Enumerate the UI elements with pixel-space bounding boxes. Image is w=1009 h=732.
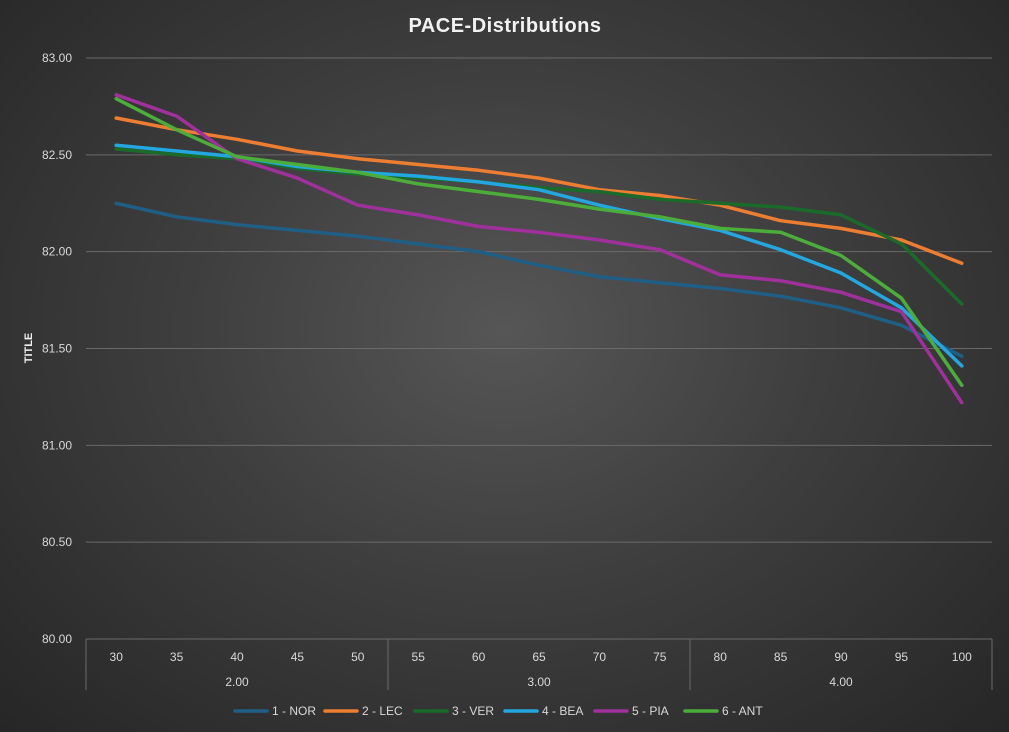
series-line-3-ver xyxy=(114,147,964,306)
x-tick-label: 55 xyxy=(412,650,426,664)
x-tick-label: 90 xyxy=(834,650,848,664)
x-tick-label: 85 xyxy=(774,650,788,664)
x-tick-label: 40 xyxy=(230,650,244,664)
series-line-2-lec xyxy=(114,116,964,266)
x-tick-label: 70 xyxy=(593,650,607,664)
x-tick-label: 50 xyxy=(351,650,365,664)
legend-label: 5 - PIA xyxy=(632,704,669,718)
y-tick-label: 80.00 xyxy=(42,632,72,646)
y-tick-label: 83.00 xyxy=(42,51,72,65)
gridlines xyxy=(86,57,992,640)
legend-label: 1 - NOR xyxy=(272,704,316,718)
x-tick-label: 95 xyxy=(895,650,909,664)
series-lines xyxy=(114,93,964,405)
series-line-6-ant xyxy=(114,96,964,388)
x-group-label: 2.00 xyxy=(225,675,249,689)
x-tick-label: 45 xyxy=(291,650,305,664)
y-tick-label: 81.00 xyxy=(42,438,72,452)
chart-title: PACE-Distributions xyxy=(408,15,601,37)
legend: 1 - NOR 2 - LEC 3 - VER 4 - BEA 5 - PIA 6 - A… xyxy=(233,704,763,718)
x-tick-label: 80 xyxy=(714,650,728,664)
x-tick-label: 35 xyxy=(170,650,184,664)
x-tick-label: 65 xyxy=(532,650,546,664)
legend-label: 3 - VER xyxy=(452,704,494,718)
y-tick-label: 81.50 xyxy=(42,342,72,356)
x-tick-label: 75 xyxy=(653,650,667,664)
y-axis-label: TITLE xyxy=(23,333,35,364)
legend-label: 4 - BEA xyxy=(542,704,583,718)
x-group-label: 3.00 xyxy=(527,675,551,689)
series-line-1-nor xyxy=(114,201,964,358)
legend-label: 6 - ANT xyxy=(722,704,763,718)
series-line-5-pia xyxy=(114,93,964,405)
x-group-label: 4.00 xyxy=(829,675,853,689)
y-tick-label: 82.50 xyxy=(42,148,72,162)
legend-label: 2 - LEC xyxy=(362,704,403,718)
x-tick-label: 30 xyxy=(110,650,124,664)
y-tick-label: 80.50 xyxy=(42,535,72,549)
axes: 80.00 80.50 81.00 81.50 82.00 82.50 83.00 2.00 3… xyxy=(42,51,993,690)
x-tick-label: 60 xyxy=(472,650,486,664)
x-tick-label: 100 xyxy=(952,650,972,664)
y-tick-label: 82.00 xyxy=(42,245,72,259)
